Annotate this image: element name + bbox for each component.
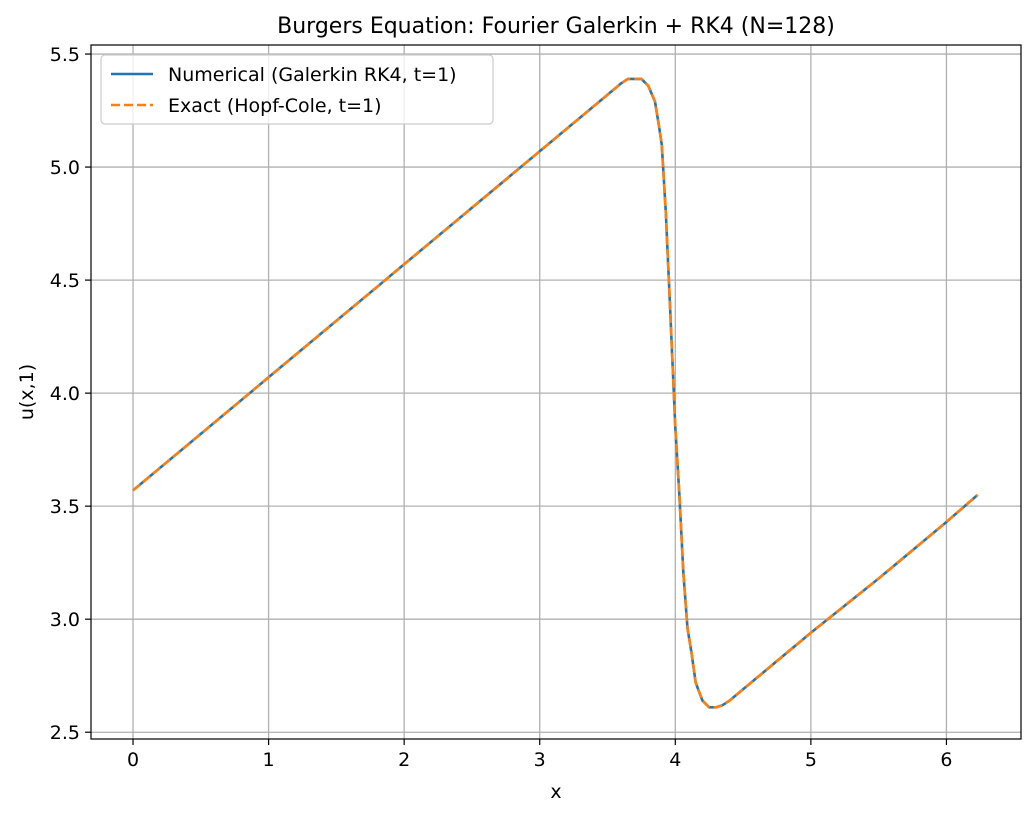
chart-title: Burgers Equation: Fourier Galerkin + RK4…: [277, 14, 835, 39]
y-tick-label: 5.5: [50, 44, 80, 66]
y-tick-label: 4.0: [50, 383, 80, 405]
y-tick-label: 2.5: [50, 722, 80, 744]
x-tick-label: 2: [398, 749, 410, 771]
legend-label-numerical: Numerical (Galerkin RK4, t=1): [168, 64, 457, 86]
y-tick-label: 3.5: [50, 496, 80, 518]
y-tick-label: 3.0: [50, 609, 80, 631]
y-tick-label: 4.5: [50, 270, 80, 292]
x-tick-label: 0: [127, 749, 139, 771]
x-tick-label: 5: [805, 749, 817, 771]
x-tick-label: 1: [263, 749, 275, 771]
grid-layer: [91, 45, 1021, 739]
legend: Numerical (Galerkin RK4, t=1) Exact (Hop…: [100, 54, 494, 125]
x-axis-label: x: [550, 781, 561, 803]
x-tick-label: 6: [940, 749, 952, 771]
series-line-exact: [132, 77, 979, 709]
y-axis-label: u(x,1): [16, 364, 38, 420]
y-tick-label: 5.0: [50, 157, 80, 179]
tick-layer: 0 1 2 3 4 5 6 2.5 3.0 3.5 4.0 4.5 5.0 5.5: [50, 44, 953, 771]
legend-label-exact: Exact (Hopf-Cole, t=1): [168, 95, 382, 117]
legend-box: [100, 54, 494, 125]
series-layer: [132, 77, 979, 709]
x-tick-label: 3: [534, 749, 546, 771]
x-tick-label: 4: [669, 749, 681, 771]
plot-frame: [90, 44, 1022, 740]
